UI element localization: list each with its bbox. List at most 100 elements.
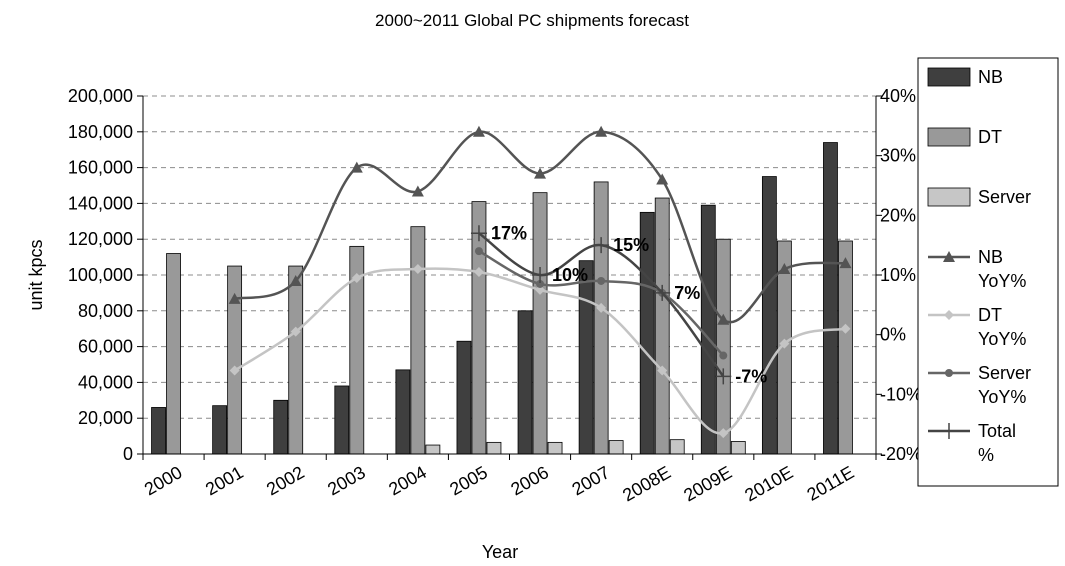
legend-label: Total (978, 421, 1016, 441)
y-tick-label: 200,000 (68, 86, 133, 106)
legend-label: NB (978, 247, 1003, 267)
y-tick-label: 60,000 (78, 337, 133, 357)
point-dt-yoy--2001 (229, 365, 240, 376)
y-axis-label: unit kpcs (26, 239, 46, 310)
bar-dt-2009E (715, 238, 731, 455)
point-nb-yoy--2008E (656, 173, 669, 185)
bar-server-2004 (425, 444, 441, 455)
legend-marker (945, 369, 953, 377)
x-tick-label: 2001 (202, 462, 247, 499)
y-tick-label: 120,000 (68, 229, 133, 249)
y-tick-label: 0 (123, 444, 133, 464)
point-total--2006 (532, 267, 549, 283)
y-tick-label: 40,000 (78, 372, 133, 392)
legend-label: Server (978, 363, 1031, 383)
point-dt-yoy--2003 (351, 272, 362, 283)
point-server-yoy--2005 (474, 247, 483, 256)
point-nb-yoy--2010E (778, 263, 791, 275)
bar-nb-2001 (212, 405, 228, 455)
point-dt-yoy--2010E (779, 338, 790, 349)
point-dt-yoy--2006 (535, 284, 546, 295)
data-label: 7% (674, 283, 700, 303)
point-nb-yoy--2004 (411, 185, 424, 197)
point-dt-yoy--2011E (840, 323, 851, 334)
x-tick-label: 2007 (568, 462, 613, 499)
point-nb-yoy--2006 (534, 167, 547, 179)
point-total--2007 (593, 237, 610, 254)
data-label: 10% (552, 265, 588, 285)
x-tick-label: 2009E (680, 462, 735, 505)
legend-swatch (927, 187, 971, 207)
point-nb-yoy--2009E (717, 313, 730, 325)
y-tick-label: 80,000 (78, 301, 133, 321)
point-nb-yoy--2002 (289, 274, 302, 286)
x-tick-label: 2008E (619, 462, 674, 505)
y-tick-label: 100,000 (68, 265, 133, 285)
x-tick-label: 2011E (804, 462, 858, 505)
bar-server-2005 (486, 441, 502, 455)
legend: NB DT Server NB YoY% DT YoY% Server YoY% Total% (927, 67, 1031, 465)
bar-server-2007 (608, 440, 624, 455)
x-tick-label: 2010E (741, 462, 796, 505)
chart-title: 2000~2011 Global PC shipments forecast (375, 11, 689, 30)
legend-label: DT (978, 127, 1002, 147)
bar-nb-2004 (395, 369, 411, 455)
bar-server-2006 (547, 441, 563, 455)
x-tick-label: 2005 (446, 462, 491, 499)
bar-nb-2010E (761, 176, 777, 455)
bar-nb-2009E (700, 204, 716, 455)
point-nb-yoy--2011E (839, 257, 852, 269)
point-dt-yoy--2009E (718, 428, 729, 439)
bar-nb-2011E (823, 142, 838, 455)
bar-dt-2007 (593, 181, 609, 455)
y-tick-label: 160,000 (68, 158, 133, 178)
x-axis-label: Year (482, 542, 518, 562)
point-dt-yoy--2007 (596, 302, 607, 313)
legend-label: YoY% (978, 387, 1026, 407)
point-dt-yoy--2008E (657, 365, 668, 376)
legend-label: % (978, 445, 994, 465)
bar-dt-2011E (838, 240, 853, 455)
bar-server-2008E (669, 439, 685, 455)
bar-dt-2008E (654, 197, 670, 455)
point-dt-yoy--2004 (412, 264, 423, 275)
line-marks (228, 125, 852, 439)
point-nb-yoy--2005 (472, 125, 485, 137)
point-total--2008E (654, 284, 671, 301)
y2-tick-label: 30% (880, 146, 916, 166)
legend-swatch (927, 127, 971, 147)
bar-dt-2002 (288, 265, 304, 455)
x-tick-label: 2003 (324, 462, 369, 499)
x-tick-label: 2002 (263, 462, 308, 499)
annotations: 17% 10% 15% 7% -7% (491, 223, 767, 386)
bar-nb-2005 (456, 340, 472, 455)
bar-dt-2000 (166, 253, 181, 455)
point-total--2005 (470, 225, 487, 242)
x-tick-label: 2004 (385, 462, 430, 499)
point-dt-yoy--2002 (290, 326, 301, 337)
point-dt-yoy--2005 (473, 267, 484, 278)
point-total--2009E (715, 368, 732, 385)
legend-label: NB (978, 67, 1003, 87)
y-tick-label: 20,000 (78, 408, 133, 428)
legend-marker (944, 310, 954, 320)
line-dt-yoy- (233, 267, 846, 435)
point-server-yoy--2007 (597, 276, 606, 285)
y2-tick-label: 20% (880, 205, 916, 225)
legend-label: DT (978, 305, 1002, 325)
y2-tick-label: 40% (880, 86, 916, 106)
point-nb-yoy--2007 (595, 125, 608, 137)
y-tick-label: 180,000 (68, 122, 133, 142)
y2-tick-label: -10% (880, 384, 922, 404)
legend-swatch (927, 67, 971, 87)
bar-server-2009E (730, 441, 746, 455)
x-tick-label: 2000 (141, 462, 186, 499)
y2-tick-label: -20% (880, 444, 922, 464)
y2-tick-label: 10% (880, 265, 916, 285)
legend-marker (943, 251, 955, 262)
legend-label: Server (978, 187, 1031, 207)
y2-tick-label: 0% (880, 325, 906, 345)
point-server-yoy--2009E (719, 351, 728, 360)
point-nb-yoy--2001 (228, 292, 241, 304)
